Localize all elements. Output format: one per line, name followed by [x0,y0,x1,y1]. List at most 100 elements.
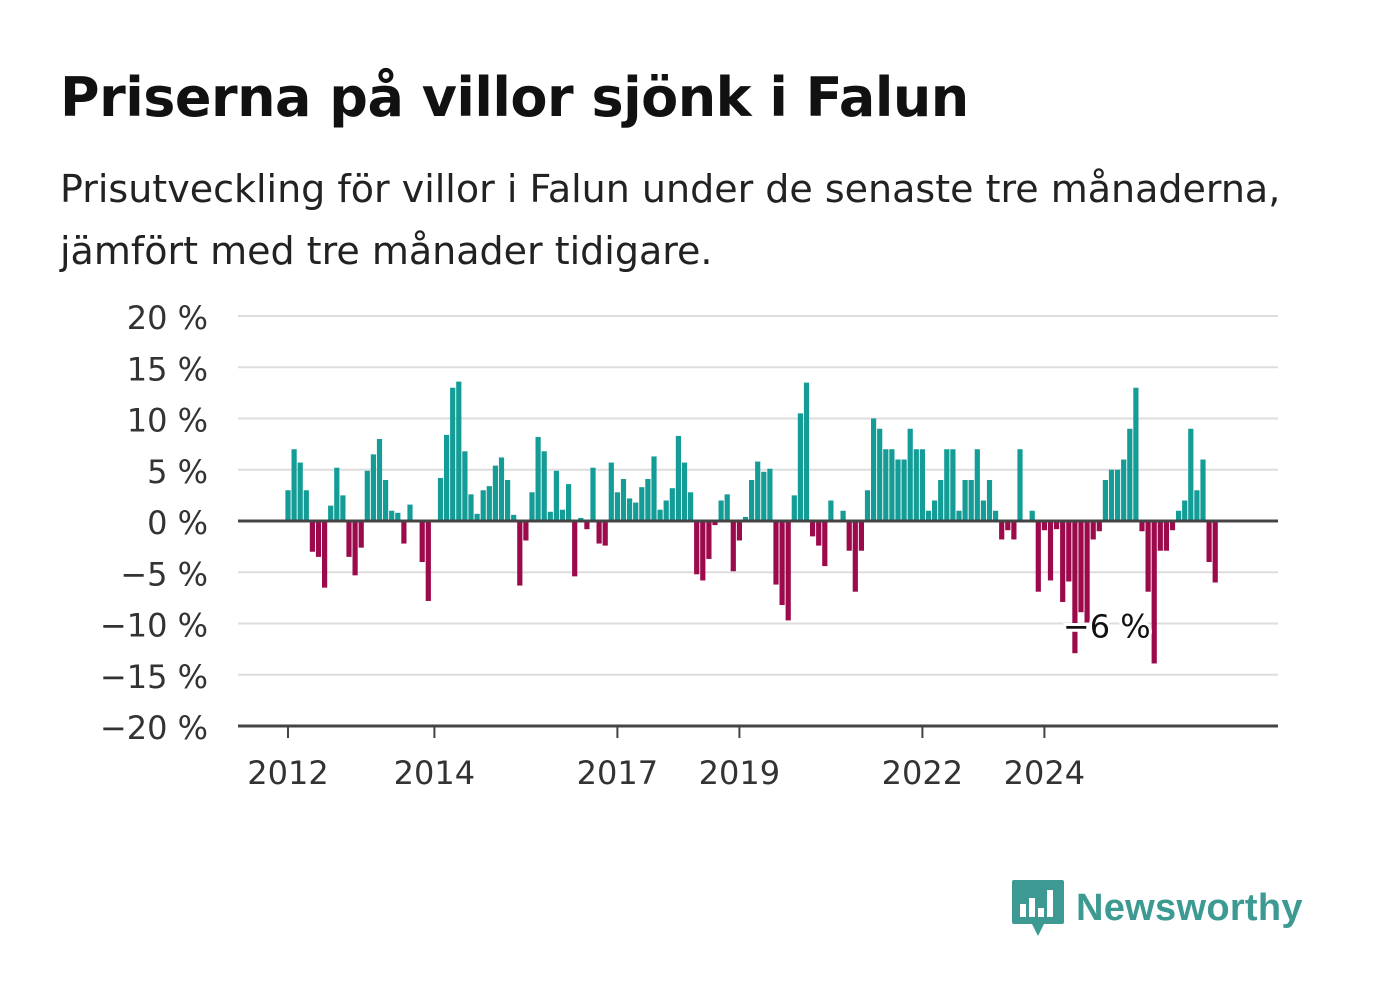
bar [1108,469,1115,521]
bar [999,521,1005,540]
bar [944,449,950,521]
bar [1035,521,1041,592]
bar [938,480,944,521]
x-tick-label: 2024 [1004,754,1085,792]
bar [474,513,480,521]
bar [505,480,511,521]
bar [980,500,986,521]
bar [370,454,376,521]
annotations: −6 % [1060,605,1154,649]
x-tick-label: 2019 [699,754,780,792]
bar [419,521,425,562]
bar [901,459,907,521]
y-tick-label: −10 % [100,607,208,645]
bar [1145,521,1151,592]
y-tick-label: −15 % [100,658,208,696]
bar [1176,510,1182,521]
bar [736,521,742,541]
bar [913,449,919,521]
bar [779,521,785,606]
bar [773,521,779,585]
bar [1011,521,1017,540]
bar [572,521,578,577]
bar [541,451,547,521]
bar [358,521,364,548]
bar [950,449,956,521]
bar [712,521,718,526]
bar [1133,387,1139,521]
bar [517,521,523,586]
bar [547,511,553,521]
bar [315,521,322,557]
bar [785,521,791,621]
bar [810,521,816,537]
bar [352,521,358,576]
bar [663,500,669,521]
bar [425,521,431,601]
bar [620,478,627,521]
bar [1096,521,1102,532]
bar [688,492,694,521]
bar [1127,428,1133,521]
bar [1029,510,1035,521]
chart-title: Priserna på villor sjönk i Falun [60,66,969,129]
bar [694,521,700,575]
bar [498,457,505,521]
x-tick-label: 2014 [394,754,475,792]
bar [480,490,486,521]
bar [596,521,602,544]
bar [700,521,706,581]
bar [968,480,974,521]
bar [791,495,797,521]
bar [328,505,334,521]
bar [1151,521,1157,664]
bar [346,521,352,557]
bar [840,510,846,521]
bar [1072,521,1078,654]
bar [749,480,755,521]
bar [456,381,462,521]
bar [1157,521,1163,551]
bar [864,490,871,521]
y-axis-ticks: 20 % 15 % 10 % 5 % 0 % −5 % −10 % −15 % −20 % [100,299,208,747]
bar [797,413,803,521]
bar [803,382,810,521]
bar [1102,480,1108,521]
bar [492,465,498,521]
bar [651,456,657,521]
bar [450,387,456,521]
x-tick-label: 2022 [882,754,963,792]
bar [962,480,968,521]
last-value-label: −6 % [1063,608,1151,646]
bar [1212,521,1218,583]
bar [291,449,297,521]
bar [681,462,688,521]
bar [340,495,346,521]
bar [468,494,474,521]
bar [1206,521,1212,562]
bar [566,484,572,521]
bar [553,470,559,521]
bar [444,434,450,521]
bar [1163,521,1169,551]
bar [1047,521,1054,581]
bar [895,459,901,521]
bar [633,502,639,521]
bar [1066,521,1072,582]
bar [303,490,309,521]
bar [383,480,389,521]
bar [889,449,895,521]
bar [858,521,864,551]
bar [1139,521,1145,532]
y-tick-label: 5 % [147,453,208,491]
bar [761,471,767,521]
y-tick-label: 20 % [127,299,208,337]
bar [755,461,761,521]
x-tick-label: 2012 [247,754,328,792]
bar [285,490,291,521]
bar [535,436,541,521]
bar [1084,521,1090,623]
bar [822,521,828,567]
bar [846,521,852,551]
y-tick-label: 0 % [147,504,208,542]
